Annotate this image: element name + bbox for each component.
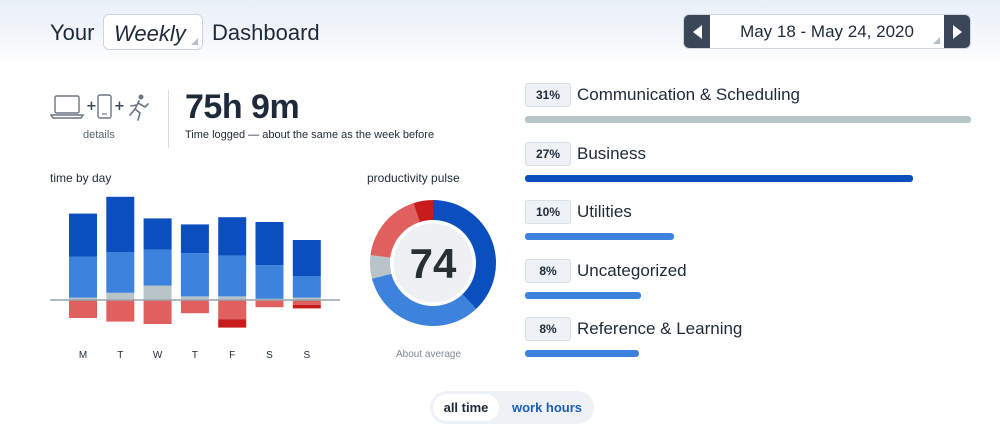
- details-link[interactable]: details: [83, 129, 115, 141]
- work-hours-toggle[interactable]: work hours: [511, 400, 583, 415]
- divider: [168, 90, 169, 148]
- bar-segment: [255, 265, 284, 299]
- bar-segment: [69, 297, 97, 300]
- bar-segment: [292, 297, 321, 300]
- bar-segment: [292, 276, 321, 298]
- time-logged-value: 75h 9m: [185, 88, 300, 126]
- category-percent: 8%: [525, 259, 571, 283]
- previous-week-button[interactable]: [684, 15, 710, 48]
- date-range-select[interactable]: May 18 - May 24, 2020: [710, 15, 944, 48]
- time-by-day-title: time by day: [50, 171, 112, 185]
- bar-segment: [69, 213, 97, 257]
- productivity-pulse-chart: 74: [370, 200, 496, 326]
- bar-segment: [218, 255, 247, 297]
- category-row[interactable]: 8% Uncategorized: [525, 259, 985, 299]
- bar-segment: [143, 285, 172, 300]
- category-percent: 31%: [525, 83, 571, 107]
- laptop-icon: [50, 95, 85, 119]
- chevron-right-icon: [952, 24, 962, 39]
- bar-segment: [69, 256, 97, 298]
- category-row[interactable]: 27% Business: [525, 142, 985, 182]
- pulse-slice: [370, 203, 420, 258]
- category-name: Reference & Learning: [577, 319, 743, 338]
- bar-segment: [218, 319, 247, 328]
- category-name: Communication & Scheduling: [577, 85, 801, 104]
- bar-segment: [218, 217, 247, 256]
- time-logged-note: Time logged — about the same as the week…: [185, 129, 435, 141]
- title-prefix: Your: [50, 20, 95, 45]
- title-suffix: Dashboard: [212, 20, 320, 45]
- bar-segment: [106, 252, 135, 293]
- category-bar: [525, 233, 674, 240]
- category-percent: 10%: [525, 200, 571, 224]
- day-tick-label: W: [153, 350, 163, 358]
- svg-text:+: +: [114, 99, 125, 114]
- category-percent: 27%: [525, 142, 571, 166]
- bar-segment: [143, 300, 172, 324]
- bar-segment: [218, 300, 247, 320]
- category-percent: 8%: [525, 317, 571, 341]
- category-row[interactable]: 10% Utilities: [525, 200, 985, 240]
- chevron-left-icon: [692, 24, 702, 39]
- date-range-value: May 18 - May 24, 2020: [740, 22, 914, 41]
- category-name: Uncategorized: [577, 261, 687, 280]
- pulse-score: 74: [410, 240, 457, 287]
- bar-segment: [218, 296, 247, 300]
- bar-segment: [143, 218, 172, 250]
- bar-segment: [180, 253, 209, 297]
- period-select[interactable]: Weekly: [103, 14, 203, 50]
- pulse-center: [390, 220, 476, 306]
- dropdown-corner-icon: [933, 37, 940, 44]
- category-bar: [525, 175, 913, 182]
- pulse-slice: [370, 255, 392, 279]
- phone-icon: [97, 94, 112, 119]
- date-range-picker: May 18 - May 24, 2020: [683, 14, 971, 49]
- day-tick-label: S: [266, 350, 273, 358]
- bar-segment: [180, 224, 209, 254]
- bar-segment: [292, 304, 321, 309]
- day-tick-label: T: [192, 350, 198, 358]
- bar-segment: [180, 300, 209, 314]
- bar-segment: [106, 196, 135, 252]
- dropdown-corner-icon: [191, 38, 198, 45]
- pulse-slice: [413, 200, 433, 223]
- all-time-toggle[interactable]: all time: [433, 394, 499, 421]
- time-scope-toggle: all time work hours: [430, 391, 594, 424]
- bar-segment: [106, 292, 135, 300]
- day-tick-label: S: [303, 350, 310, 358]
- period-value: Weekly: [114, 21, 186, 46]
- category-name: Utilities: [577, 202, 632, 221]
- category-bar: [525, 292, 641, 299]
- category-bar: [525, 350, 639, 357]
- bar-segment: [180, 296, 209, 300]
- bar-segment: [292, 300, 321, 305]
- bar-segment: [69, 300, 97, 318]
- bar-segment: [143, 249, 172, 286]
- category-bar: [525, 116, 971, 123]
- activity-icon: [129, 94, 149, 121]
- category-row[interactable]: 8% Reference & Learning: [525, 317, 985, 357]
- day-tick-label: F: [229, 350, 235, 358]
- day-tick-label: T: [117, 350, 123, 358]
- pulse-slice: [433, 200, 496, 309]
- bar-segment: [292, 240, 321, 276]
- bar-segment: [255, 300, 284, 308]
- category-row[interactable]: 31% Communication & Scheduling: [525, 83, 985, 123]
- next-week-button[interactable]: [944, 15, 970, 48]
- bar-segment: [255, 222, 284, 266]
- productivity-pulse-subtitle: About average: [396, 349, 462, 360]
- day-tick-label: M: [79, 350, 87, 358]
- bar-segment: [106, 300, 135, 322]
- category-name: Business: [577, 144, 646, 163]
- productivity-pulse-title: productivity pulse: [367, 171, 460, 185]
- pulse-slice: [371, 273, 477, 326]
- devices-button[interactable]: + +: [50, 93, 160, 123]
- svg-text:+: +: [86, 99, 97, 114]
